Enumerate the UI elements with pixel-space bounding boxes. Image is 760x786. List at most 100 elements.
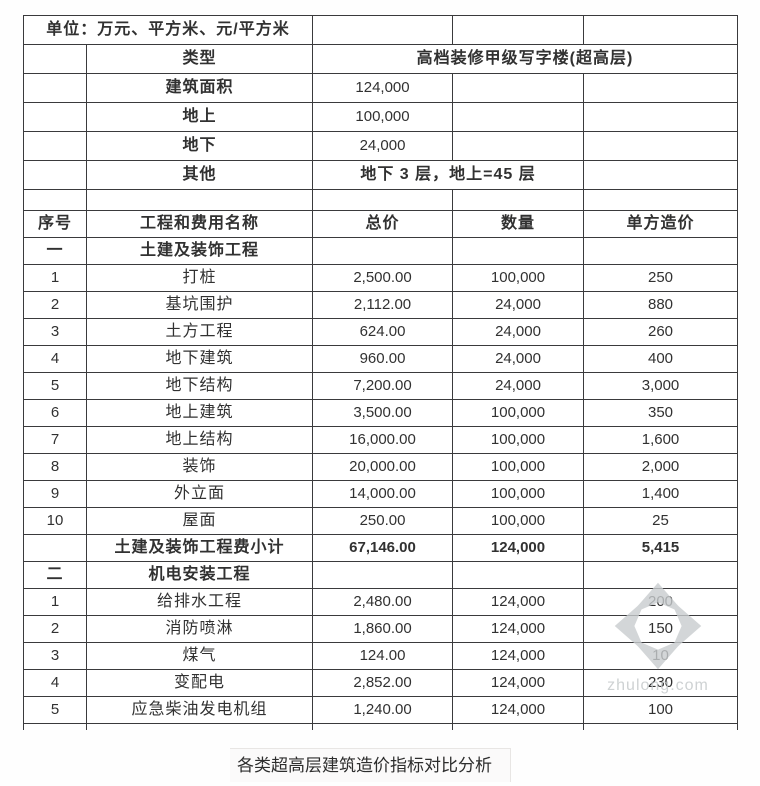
table-row-19: 土建及装饰工程费小计 67,146.00 124,000 5,415 (23, 534, 739, 562)
cell-r15-c3: 100,000 (452, 426, 585, 454)
cell-r3-c3 (452, 102, 585, 132)
cell-r8-c3 (452, 237, 585, 265)
cost-table-sheet: 单位：万元、平方米、元/平方米 类型 高档装修甲级写字楼(超高层) 建筑面积 124,0… (22, 15, 739, 730)
table-row-11: 3 土方工程 624.00 24,000 260 (23, 318, 739, 346)
cell-r8-c0: 一 (23, 237, 87, 265)
cell-r2-c0 (23, 73, 87, 103)
cell-r7-c3: 数量 (452, 210, 585, 238)
cell-r10-c0: 2 (23, 291, 87, 319)
cell-r16-c2: 20,000.00 (312, 453, 454, 481)
cell-r6-c4 (583, 189, 739, 211)
table-row-23: 3 煤气 124.00 124,000 10 (23, 642, 739, 670)
cost-table-body: 单位：万元、平方米、元/平方米 类型 高档装修甲级写字楼(超高层) 建筑面积 124,0… (22, 15, 739, 730)
cell-r5-c2: 地下 3 层，地上=45 层 (312, 160, 585, 190)
cell-r17-c2: 14,000.00 (312, 480, 454, 508)
cell-r7-c2: 总价 (312, 210, 454, 238)
table-row-0: 单位：万元、平方米、元/平方米 (22, 15, 739, 45)
table-row-3: 地上 100,000 (23, 102, 739, 132)
table-row-12: 4 地下建筑 960.00 24,000 400 (23, 345, 739, 373)
cell-r24-c2: 2,852.00 (312, 669, 454, 697)
cell-r0-c0: 单位：万元、平方米、元/平方米 (22, 15, 314, 45)
cell-r25-c3: 124,000 (452, 696, 585, 724)
table-row-6 (23, 189, 739, 211)
cell-r23-c1: 煤气 (85, 642, 314, 670)
table-row-14: 6 地上建筑 3,500.00 100,000 350 (23, 399, 739, 427)
cell-r26-c3 (452, 723, 585, 730)
table-row-1: 类型 高档装修甲级写字楼(超高层) (23, 44, 739, 74)
cell-r25-c2: 1,240.00 (312, 696, 454, 724)
cell-r13-c4: 3,000 (583, 372, 739, 400)
cell-r3-c0 (23, 102, 87, 132)
cell-r14-c0: 6 (23, 399, 87, 427)
table-row-15: 7 地上结构 16,000.00 100,000 1,600 (23, 426, 739, 454)
cell-r10-c1: 基坑围护 (85, 291, 314, 319)
cell-r11-c3: 24,000 (452, 318, 585, 346)
cell-r15-c0: 7 (23, 426, 87, 454)
cell-r6-c2 (312, 189, 454, 211)
cell-r22-c0: 2 (23, 615, 87, 643)
cell-r0-c2 (452, 15, 585, 45)
cell-r12-c4: 400 (583, 345, 739, 373)
cell-r25-c1: 应急柴油发电机组 (85, 696, 314, 724)
cell-r3-c1: 地上 (85, 102, 314, 132)
cell-r18-c0: 10 (23, 507, 87, 535)
cell-r2-c3 (452, 73, 585, 103)
cell-r19-c2: 67,146.00 (312, 534, 454, 562)
table-row-25: 5 应急柴油发电机组 1,240.00 124,000 100 (23, 696, 739, 724)
table-row-4: 地下 24,000 (23, 131, 739, 161)
cell-r12-c0: 4 (23, 345, 87, 373)
cell-r18-c4: 25 (583, 507, 739, 535)
cell-r22-c1: 消防喷淋 (85, 615, 314, 643)
cell-r24-c1: 变配电 (85, 669, 314, 697)
cell-r4-c2: 24,000 (312, 131, 454, 161)
cell-r1-c2: 高档装修甲级写字楼(超高层) (312, 44, 739, 74)
cell-r3-c2: 100,000 (312, 102, 454, 132)
table-row-22: 2 消防喷淋 1,860.00 124,000 150 (23, 615, 739, 643)
cell-r9-c4: 250 (583, 264, 739, 292)
table-row-7: 序号 工程和费用名称 总价 数量 单方造价 (23, 210, 739, 238)
cell-r15-c4: 1,600 (583, 426, 739, 454)
cell-r25-c0: 5 (23, 696, 87, 724)
cell-r4-c0 (23, 131, 87, 161)
cell-r17-c1: 外立面 (85, 480, 314, 508)
cell-r26-c2 (312, 723, 454, 730)
cell-r7-c0: 序号 (23, 210, 87, 238)
cell-r13-c1: 地下结构 (85, 372, 314, 400)
cell-r11-c4: 260 (583, 318, 739, 346)
cell-r20-c4 (583, 561, 739, 589)
cell-r8-c4 (583, 237, 739, 265)
cell-r18-c3: 100,000 (452, 507, 585, 535)
cell-r26-c0 (23, 723, 87, 730)
cell-r18-c2: 250.00 (312, 507, 454, 535)
table-row-16: 8 装饰 20,000.00 100,000 2,000 (23, 453, 739, 481)
cell-r2-c1: 建筑面积 (85, 73, 314, 103)
table-row-24: 4 变配电 2,852.00 124,000 230 (23, 669, 739, 697)
table-row-2: 建筑面积 124,000 (23, 73, 739, 103)
cell-r5-c1: 其他 (85, 160, 314, 190)
cell-r23-c4: 10 (583, 642, 739, 670)
cell-r14-c2: 3,500.00 (312, 399, 454, 427)
cell-r4-c1: 地下 (85, 131, 314, 161)
cell-r18-c1: 屋面 (85, 507, 314, 535)
cell-r12-c3: 24,000 (452, 345, 585, 373)
cell-r16-c3: 100,000 (452, 453, 585, 481)
cell-r0-c1 (312, 15, 454, 45)
cell-r17-c4: 1,400 (583, 480, 739, 508)
cell-r11-c1: 土方工程 (85, 318, 314, 346)
cell-r19-c4: 5,415 (583, 534, 739, 562)
cell-r21-c0: 1 (23, 588, 87, 616)
cell-r21-c3: 124,000 (452, 588, 585, 616)
cell-r9-c2: 2,500.00 (312, 264, 454, 292)
cell-r13-c2: 7,200.00 (312, 372, 454, 400)
table-row-5: 其他 地下 3 层，地上=45 层 (23, 160, 739, 190)
cell-r2-c2: 124,000 (312, 73, 454, 103)
table-row-20: 二机电安装工程 (23, 561, 739, 589)
cell-r14-c4: 350 (583, 399, 739, 427)
cell-r14-c1: 地上建筑 (85, 399, 314, 427)
cell-r20-c2 (312, 561, 454, 589)
cell-r14-c3: 100,000 (452, 399, 585, 427)
cell-r10-c4: 880 (583, 291, 739, 319)
cell-r5-c0 (23, 160, 87, 190)
cell-r5-c3 (583, 160, 739, 190)
cell-r24-c3: 124,000 (452, 669, 585, 697)
